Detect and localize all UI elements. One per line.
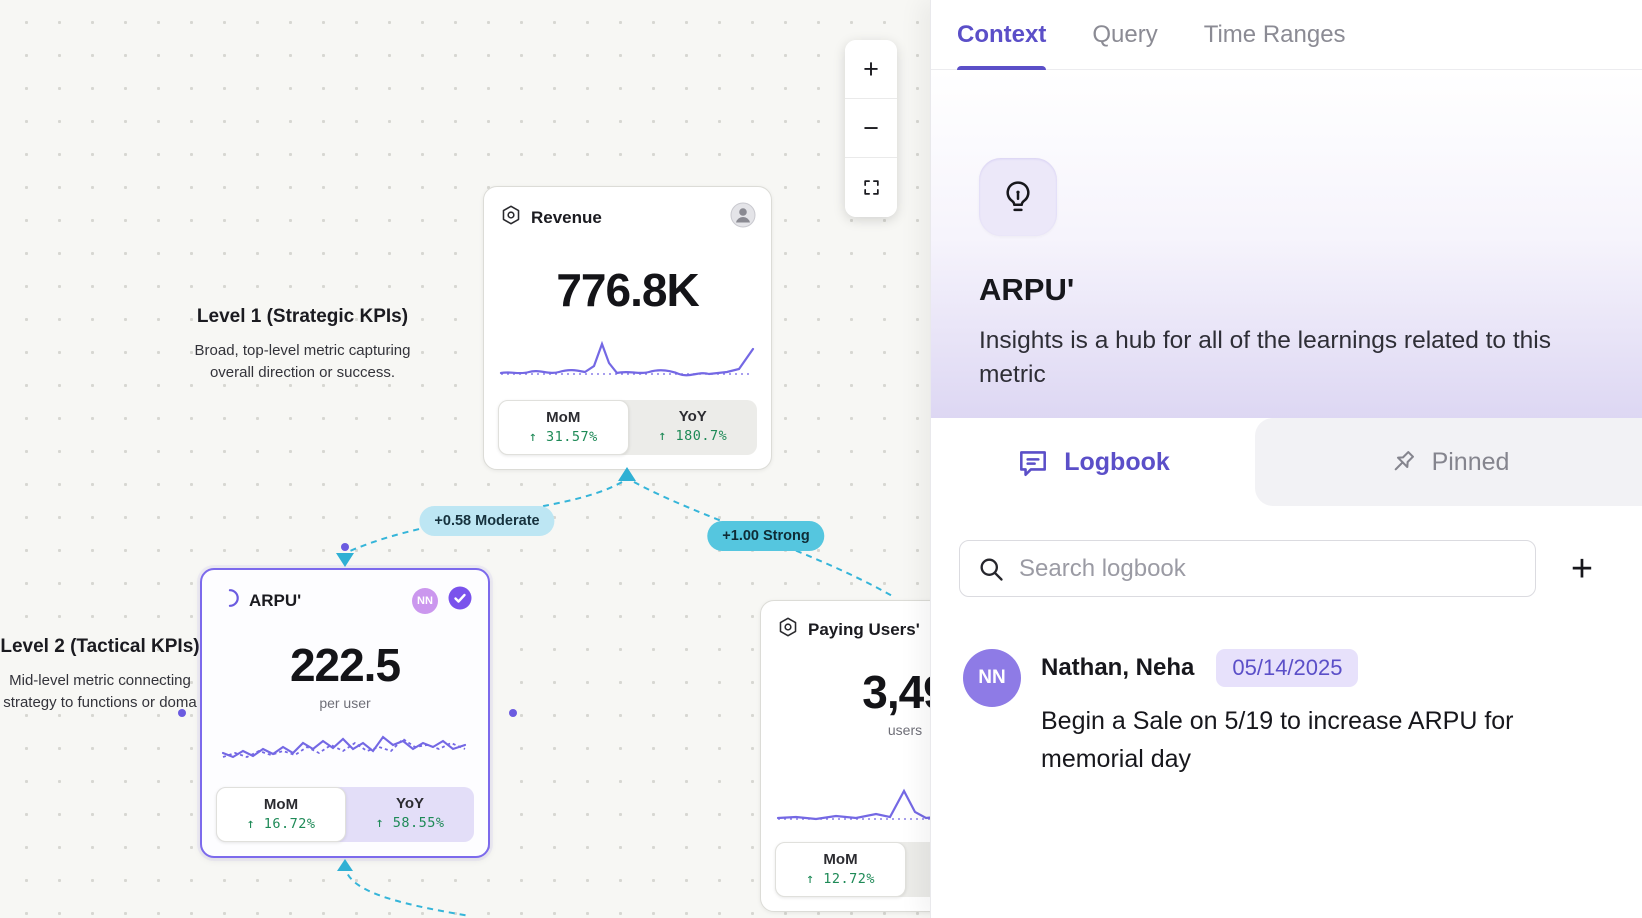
context-description: Insights is a hub for all of the learnin… bbox=[979, 327, 1551, 389]
mom-label: MoM bbox=[823, 851, 858, 868]
context-header-section: ARPU' Insights is a hub for all of the l… bbox=[931, 70, 1642, 418]
logbook-icon bbox=[1020, 451, 1047, 477]
edge-arpu-child bbox=[344, 863, 471, 917]
search-icon bbox=[980, 558, 1003, 581]
card-header: ARPU' NN bbox=[202, 570, 488, 616]
context-panel: Context Query Time Ranges ARPU' Insights… bbox=[930, 0, 1642, 918]
search-box[interactable] bbox=[959, 540, 1536, 597]
mom-stat[interactable]: MoM ↑ 31.57% bbox=[498, 400, 629, 455]
level-2-title: Level 2 (Tactical KPIs) bbox=[0, 636, 200, 657]
tab-query[interactable]: Query bbox=[1092, 0, 1157, 69]
metric-card-revenue[interactable]: Revenue 776.8K MoM ↑ 31.57% YoY ↑ 180.7% bbox=[483, 186, 772, 470]
owner-avatar-icon[interactable] bbox=[730, 202, 756, 233]
selection-handle-top bbox=[341, 543, 349, 551]
zoom-out-button[interactable]: − bbox=[845, 99, 897, 158]
fit-view-button[interactable] bbox=[845, 158, 897, 217]
metric-unit: per user bbox=[319, 695, 371, 711]
panel-tab-bar: Context Query Time Ranges bbox=[931, 0, 1642, 70]
subtab-pinned[interactable]: Pinned bbox=[1255, 418, 1642, 506]
metric-value: 222.5 bbox=[289, 639, 401, 691]
sparkline bbox=[499, 340, 754, 377]
level-1-desc-line2: overall direction or success. bbox=[209, 363, 396, 381]
subtab-logbook[interactable]: Logbook bbox=[931, 418, 1255, 506]
yoy-label: YoY bbox=[678, 408, 707, 425]
metric-hexagon-icon bbox=[500, 204, 522, 231]
stat-toggle-group: MoM ↑ 16.72% YoY ↑ 58.55% bbox=[216, 787, 474, 842]
arrowhead-into-arpu-top bbox=[336, 553, 354, 567]
logbook-entry[interactable]: NN Nathan, Neha 05/14/2025 Begin a Sale … bbox=[931, 597, 1642, 778]
sparkline bbox=[221, 735, 467, 759]
pin-icon bbox=[1394, 451, 1414, 471]
mom-stat[interactable]: MoM ↑ 16.72% bbox=[216, 787, 346, 842]
mom-label: MoM bbox=[546, 409, 581, 426]
mom-stat[interactable]: MoM ↑ 12.72% bbox=[775, 842, 906, 897]
yoy-label: YoY bbox=[395, 795, 425, 812]
card-header: Paying Users' bbox=[761, 601, 1049, 643]
tab-time-ranges[interactable]: Time Ranges bbox=[1204, 0, 1346, 69]
level-1-title: Level 1 (Strategic KPIs) bbox=[196, 306, 409, 327]
card-title: Paying Users' bbox=[808, 619, 920, 639]
metric-unit: users bbox=[887, 722, 923, 738]
entry-body: Nathan, Neha 05/14/2025 Begin a Sale on … bbox=[1041, 649, 1536, 778]
mom-value: ↑ 31.57% bbox=[528, 429, 598, 445]
verified-badge-icon bbox=[447, 585, 473, 616]
card-title: Revenue bbox=[531, 207, 602, 227]
subtab-pinned-label: Pinned bbox=[1431, 447, 1510, 476]
yoy-value: ↑ 58.55% bbox=[375, 815, 445, 831]
yoy-stat[interactable]: YoY ↑ 58.55% bbox=[346, 787, 474, 842]
metric-tree-canvas[interactable]: Level 1 (Strategic KPIs) Broad, top-leve… bbox=[0, 0, 1050, 918]
insight-tile bbox=[979, 158, 1057, 236]
edge-label-moderate[interactable]: +0.58 Moderate bbox=[419, 506, 555, 536]
selection-handle-right bbox=[509, 709, 517, 717]
level-1-desc-line1: Broad, top-level metric capturing bbox=[194, 342, 411, 359]
level-1-label: Level 1 (Strategic KPIs) Broad, top-leve… bbox=[170, 306, 435, 384]
metric-card-arpu[interactable]: ARPU' NN 222.5 per user MoM ↑ 16.72% YoY… bbox=[200, 568, 490, 858]
edge-label-strong[interactable]: +1.00 Strong bbox=[707, 521, 825, 551]
logbook-pinned-switcher: Logbook Pinned bbox=[931, 418, 1642, 506]
zoom-in-button[interactable]: + bbox=[845, 40, 897, 99]
stat-toggle-group: MoM ↑ 31.57% YoY ↑ 180.7% bbox=[498, 400, 757, 455]
tab-context[interactable]: Context bbox=[957, 0, 1047, 70]
arrowhead-into-arpu-bottom bbox=[337, 859, 353, 871]
entry-head: Nathan, Neha 05/14/2025 bbox=[1041, 649, 1536, 687]
yoy-stat[interactable]: YoY ↑ 180.7% bbox=[629, 400, 758, 455]
metric-value: 776.8K bbox=[556, 264, 699, 316]
add-note-button[interactable]: + bbox=[1560, 547, 1604, 591]
entry-note-text: Begin a Sale on 5/19 to increase ARPU fo… bbox=[1041, 707, 1514, 773]
lightbulb-icon bbox=[1006, 181, 1030, 212]
card-title: ARPU' bbox=[249, 590, 302, 610]
mom-value: ↑ 16.72% bbox=[246, 816, 316, 832]
logbook-search-row: + bbox=[931, 506, 1642, 597]
level-2-desc-line2: strategy to functions or doma bbox=[3, 693, 197, 711]
metric-hexagon-icon bbox=[777, 616, 799, 643]
level-2-desc-line1: Mid-level metric connecting bbox=[9, 672, 191, 689]
crescent-metric-icon bbox=[218, 587, 240, 614]
entry-author: Nathan, Neha bbox=[1041, 654, 1195, 681]
level-2-label: Level 2 (Tactical KPIs) Mid-level metric… bbox=[0, 636, 215, 714]
entry-date-badge: 05/14/2025 bbox=[1216, 649, 1359, 687]
yoy-value: ↑ 180.7% bbox=[658, 428, 728, 444]
mom-label: MoM bbox=[263, 796, 299, 813]
search-input[interactable] bbox=[1019, 554, 1518, 583]
mom-value: ↑ 12.72% bbox=[805, 871, 876, 887]
card-header: Revenue bbox=[484, 187, 771, 233]
fit-view-icon bbox=[863, 180, 879, 195]
collaborator-avatar[interactable]: NN bbox=[412, 587, 438, 614]
zoom-toolbar: + − bbox=[845, 40, 897, 217]
context-metric-title: ARPU' bbox=[979, 272, 1075, 307]
subtab-logbook-label: Logbook bbox=[1064, 447, 1170, 476]
entry-avatar: NN bbox=[963, 649, 1021, 707]
